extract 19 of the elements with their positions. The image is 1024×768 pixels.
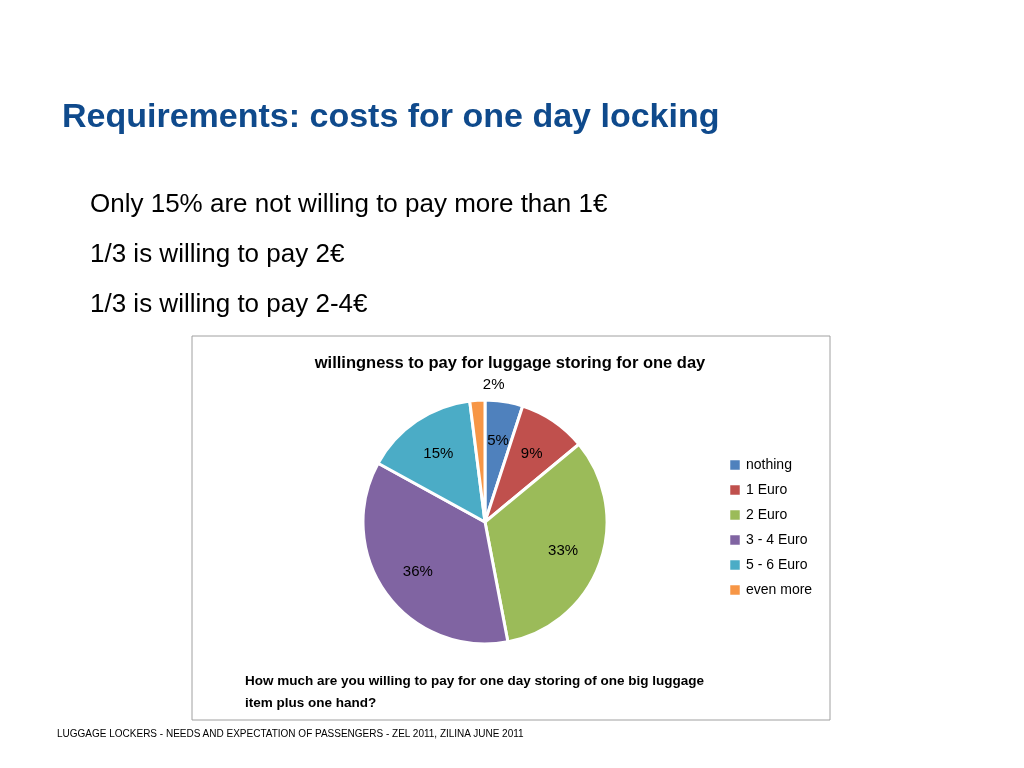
text: Only 15% are not willing to pay more than 1€	[90, 188, 608, 218]
text: LUGGAGE LOCKERS - NEEDS AND EXPECTATION OF PASSENGERS - ZEL 2011, ZILINA JUNE 2011	[57, 728, 525, 739]
legend-label: 2 Euro	[746, 506, 788, 522]
data-label: 5%	[487, 431, 509, 449]
legend-label: 5 - 6 Euro	[746, 556, 808, 572]
legend-label: 3 - 4 Euro	[746, 531, 808, 547]
data-label: 2%	[482, 375, 505, 393]
chart-title: Requirements: costs for one day locking	[62, 96, 720, 134]
data-label: 9%	[520, 444, 543, 462]
legend-label: 1 Euro	[746, 481, 788, 497]
chart-subtitle: willingness to pay for luggage storing for one day	[313, 353, 707, 371]
legend-label: nothing	[746, 456, 792, 472]
text: 1/3 is willing to pay 2-4€	[90, 288, 369, 318]
data-label: 33%	[548, 541, 579, 559]
data-label: 36%	[402, 561, 433, 579]
text: How much are you willing to pay for one day storing of one big luggage item plus one hand?	[245, 673, 705, 711]
text: 1/3 is willing to pay 2€	[90, 238, 345, 268]
data-label: 15%	[423, 444, 454, 462]
legend-label: even more	[746, 581, 813, 597]
